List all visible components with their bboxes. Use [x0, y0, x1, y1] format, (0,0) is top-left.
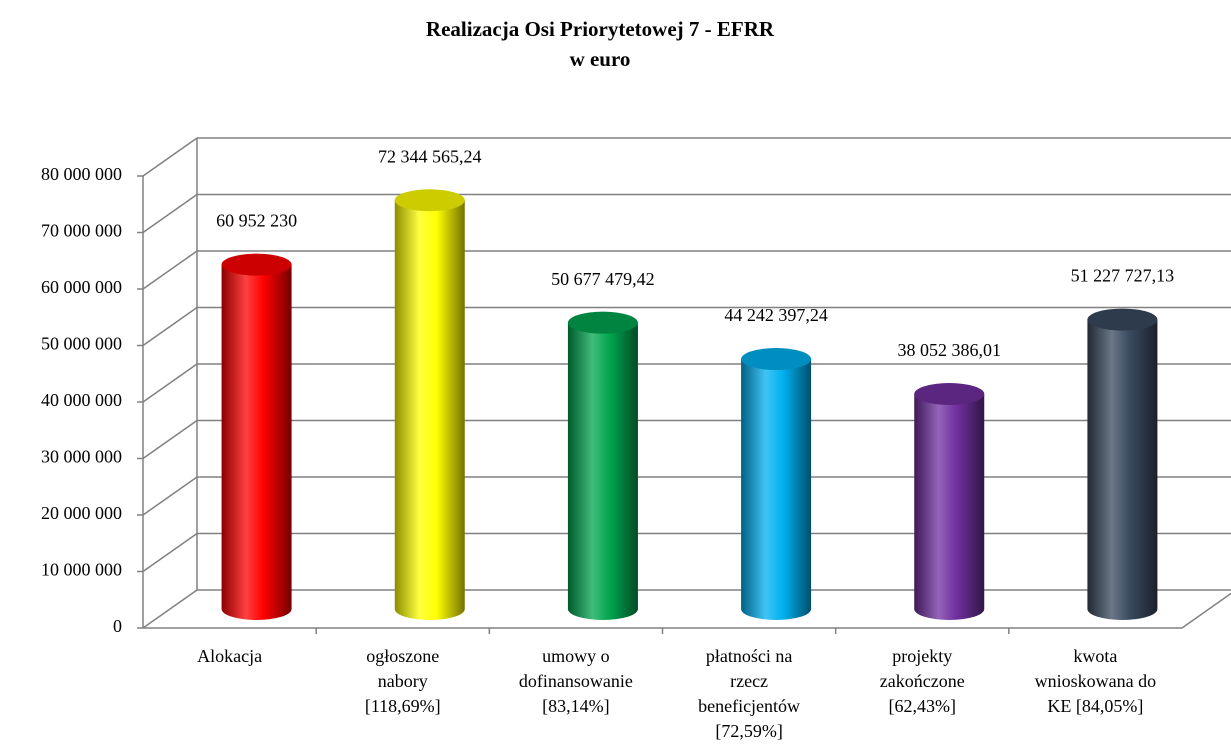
floor-right: [1181, 592, 1231, 629]
bar-top: [567, 311, 638, 334]
bar: [567, 322, 638, 621]
bar-top: [914, 383, 985, 406]
y-tick-label: 10 000 000: [41, 560, 122, 580]
grid-line: [142, 476, 198, 516]
bar-top: [221, 253, 292, 276]
grid-line: [142, 193, 198, 234]
y-tick-label: 50 000 000: [41, 334, 122, 354]
bar: [394, 200, 465, 621]
x-tick-label: dofinansowanie: [519, 671, 633, 691]
x-tick-label: kwota: [1073, 646, 1117, 666]
x-tick-label: [83,14%]: [542, 696, 609, 716]
x-tick-label: [72,59%]: [715, 721, 782, 741]
y-tick-label: 60 000 000: [41, 277, 122, 297]
grid-line: [142, 532, 198, 573]
value-label: 50 677 479,42: [551, 269, 655, 289]
bar-top: [1087, 308, 1158, 331]
y-tick-label: 20 000 000: [41, 503, 122, 523]
x-tick-label: [118,69%]: [365, 696, 441, 716]
grid-line: [142, 589, 198, 629]
grid-line: [142, 306, 198, 347]
chart-subtitle: w euro: [570, 47, 631, 71]
value-label: 51 227 727,13: [1071, 266, 1175, 286]
y-tick-label: 0: [113, 616, 122, 636]
x-tick-label: umowy o: [542, 646, 610, 666]
y-tick-label: 40 000 000: [41, 390, 122, 410]
x-tick-label: [62,43%]: [889, 696, 956, 716]
x-tick-label: ogłoszone: [366, 646, 439, 666]
grid-line: [142, 363, 198, 403]
bar-top: [741, 348, 812, 371]
bar: [1087, 319, 1158, 621]
x-tick-label: wnioskowana do: [1035, 671, 1156, 691]
value-label: 60 952 230: [216, 211, 297, 231]
bar-top: [394, 189, 465, 212]
grid-line: [142, 419, 198, 460]
bar: [741, 359, 812, 621]
x-tick-label: nabory: [378, 671, 428, 691]
x-tick-label: projekty: [892, 646, 952, 666]
x-tick-label: KE [84,05%]: [1047, 696, 1143, 716]
value-label: 72 344 565,24: [378, 146, 482, 166]
y-tick-label: 80 000 000: [41, 164, 122, 184]
value-label: 38 052 386,01: [898, 340, 1002, 360]
y-tick-label: 30 000 000: [41, 447, 122, 467]
bar: [914, 394, 985, 621]
chart-title: Realizacja Osi Priorytetowej 7 - EFRR: [426, 17, 775, 41]
x-tick-label: zakończone: [880, 671, 965, 691]
x-tick-label: beneficjentów: [698, 696, 800, 716]
x-tick-label: płatności na: [706, 646, 792, 666]
value-label: 44 242 397,24: [724, 305, 828, 325]
x-tick-label: Alokacja: [197, 646, 262, 666]
grid-line: [142, 250, 198, 290]
grid-line: [142, 137, 198, 177]
bar: [221, 264, 292, 620]
x-tick-label: rzecz: [730, 671, 768, 691]
y-tick-label: 70 000 000: [41, 221, 122, 241]
